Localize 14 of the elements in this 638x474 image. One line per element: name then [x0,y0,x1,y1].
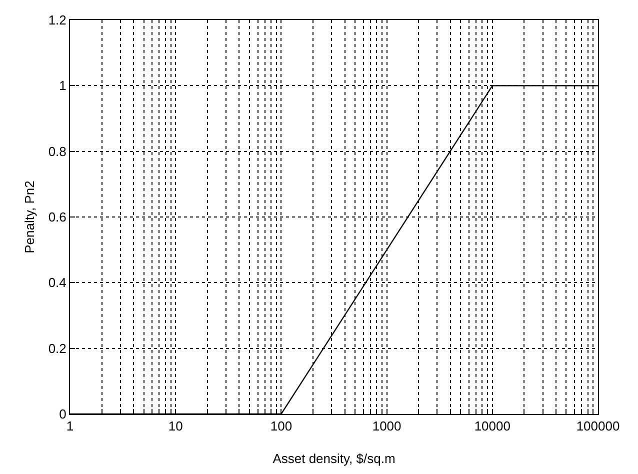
y-tick-label: 1.2 [48,12,66,28]
x-axis-title: Asset density, $/sq.m [272,451,396,466]
x-tick-label: 10 [168,418,183,434]
y-tick-label: 0.2 [48,340,66,356]
x-tick-label: 100000 [576,418,620,434]
y-tick-label: 0.4 [48,275,66,290]
x-tick-label: 1000 [372,418,402,434]
y-tick-label: 0.6 [48,210,66,225]
y-tick-label: 0 [59,406,66,422]
y-tick-label: 0.8 [48,144,66,159]
x-tick-label: 10000 [474,418,510,434]
y-axis-title: Penalty, Pn2 [22,180,37,254]
y-tick-label: 1 [59,78,66,94]
x-tick-label: 100 [270,418,292,434]
